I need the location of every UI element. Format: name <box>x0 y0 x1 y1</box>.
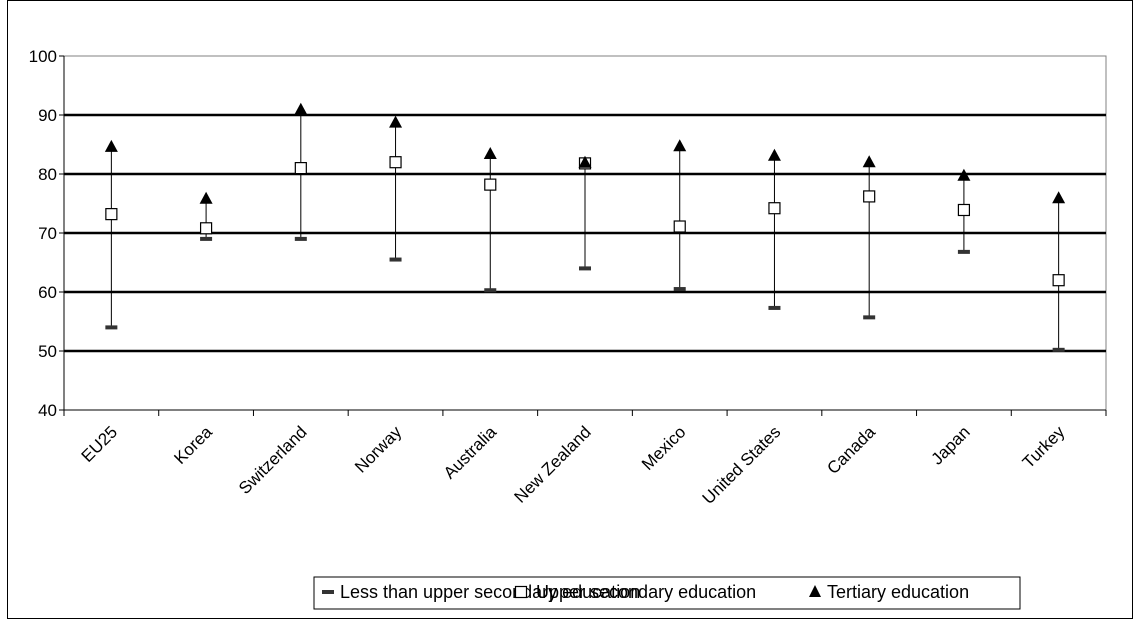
point-upper-secondary-education <box>768 202 781 215</box>
legend-marker-less-than-upper-secondary <box>322 590 334 594</box>
point-upper-secondary-education <box>389 156 402 169</box>
legend-marker-tertiary <box>809 585 821 597</box>
point-less-than-upper-secondary-education <box>957 249 970 254</box>
legend-box <box>313 576 1021 610</box>
y-tick-label: 80 <box>38 165 57 184</box>
y-tick-label: 50 <box>38 342 57 361</box>
y-tick-label: 100 <box>29 47 57 66</box>
y-tick-label: 60 <box>38 283 57 302</box>
point-tertiary-education <box>673 139 687 152</box>
point-upper-secondary-education <box>673 220 686 233</box>
point-less-than-upper-secondary-education <box>863 315 876 320</box>
data-markers <box>104 102 1066 352</box>
point-upper-secondary-education <box>105 208 118 221</box>
point-upper-secondary-education <box>294 162 307 175</box>
point-less-than-upper-secondary-education <box>768 305 781 310</box>
point-tertiary-education <box>1052 191 1066 204</box>
point-upper-secondary-education <box>199 222 213 235</box>
legend-label-tertiary: Tertiary education <box>827 582 969 602</box>
point-less-than-upper-secondary-education <box>673 287 686 292</box>
point-upper-secondary-education <box>1052 274 1065 287</box>
point-less-than-upper-secondary-education <box>579 266 591 271</box>
point-less-than-upper-secondary-education <box>484 288 497 293</box>
point-tertiary-education <box>862 155 876 168</box>
point-less-than-upper-secondary-education <box>294 236 307 241</box>
point-tertiary-education <box>483 146 497 159</box>
point-upper-secondary-education <box>957 203 971 217</box>
y-tick-label: 90 <box>38 106 57 125</box>
legend-label-upper-secondary: Upper secondary education <box>536 582 756 602</box>
point-tertiary-education <box>104 139 118 152</box>
point-tertiary-education <box>767 148 781 161</box>
legend-label-less-than-upper-secondary: Less than upper secondary education <box>340 582 640 602</box>
y-tick-label: 70 <box>38 224 57 243</box>
point-less-than-upper-secondary-education <box>389 257 402 262</box>
legend-marker-upper-secondary <box>514 585 528 599</box>
y-axis: 40 50 60 70 80 90 100 <box>29 47 65 420</box>
point-tertiary-education <box>578 155 592 168</box>
legend: Less than upper secondary education Uppe… <box>313 576 1021 610</box>
point-tertiary-education <box>199 191 213 204</box>
point-less-than-upper-secondary-education <box>1052 347 1065 352</box>
point-tertiary-education <box>294 102 308 115</box>
point-tertiary-education <box>957 168 971 181</box>
point-less-than-upper-secondary-education <box>105 325 118 330</box>
point-less-than-upper-secondary-education <box>200 236 213 241</box>
point-tertiary-education <box>389 115 403 128</box>
y-tick-label: 40 <box>38 401 57 420</box>
point-upper-secondary-education <box>863 190 876 203</box>
point-upper-secondary-education <box>484 178 497 191</box>
